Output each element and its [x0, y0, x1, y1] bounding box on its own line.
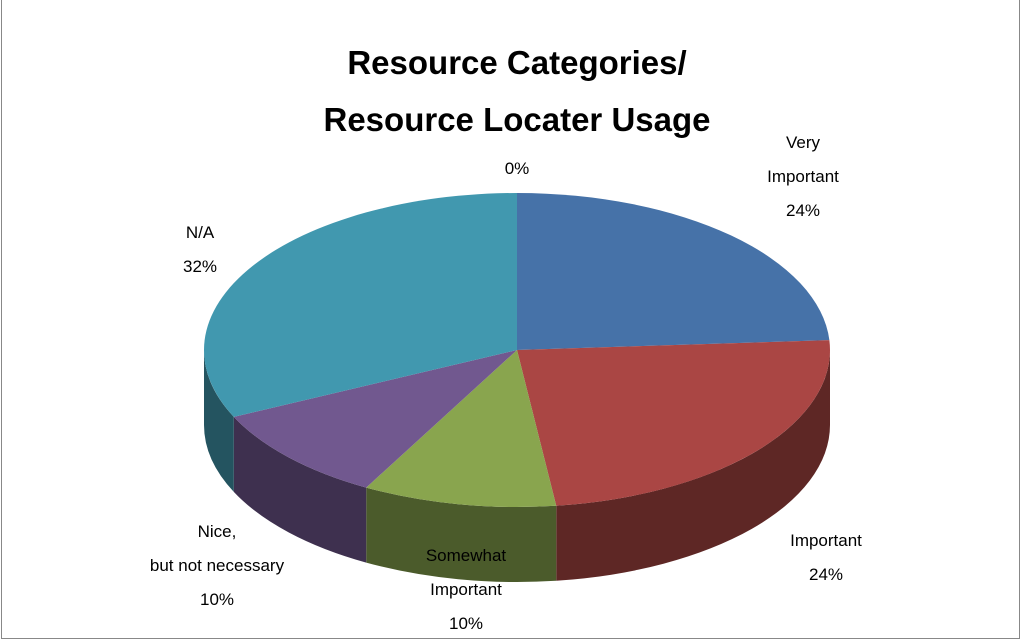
data-label: Somewhat Important 10%	[411, 539, 521, 640]
chart-title: Resource Categories/ Resource Locater Us…	[323, 44, 711, 138]
pie-slice-side	[556, 350, 830, 581]
pie-slice-side	[204, 350, 234, 492]
pie-slice	[233, 350, 518, 488]
pie-slice-side	[233, 416, 367, 563]
category-label: Somewhat Important	[425, 546, 507, 599]
pie-slice	[517, 193, 830, 350]
category-label: Important	[790, 531, 862, 550]
value-label: 32%	[182, 257, 218, 276]
value-label: 24%	[808, 565, 844, 584]
data-label: Nice, but not necessary 10%	[132, 515, 302, 617]
category-label: N/A	[185, 223, 215, 242]
category-label: Very Important	[767, 133, 839, 186]
value-label: 10%	[199, 590, 235, 609]
pie-slice	[366, 350, 557, 507]
pie-slice-side	[366, 487, 557, 582]
value-label: 10%	[448, 614, 484, 633]
value-label: 0%	[504, 159, 530, 178]
data-label: Very Important 24%	[748, 126, 858, 228]
category-label: Nice, but not necessary	[149, 522, 285, 575]
data-label: N/A 32%	[160, 216, 240, 284]
value-label: 24%	[785, 201, 821, 220]
pie-slice	[517, 340, 831, 506]
data-label: 0%	[487, 152, 547, 186]
data-label: Important 24%	[771, 524, 881, 592]
pie-slice	[203, 193, 517, 417]
